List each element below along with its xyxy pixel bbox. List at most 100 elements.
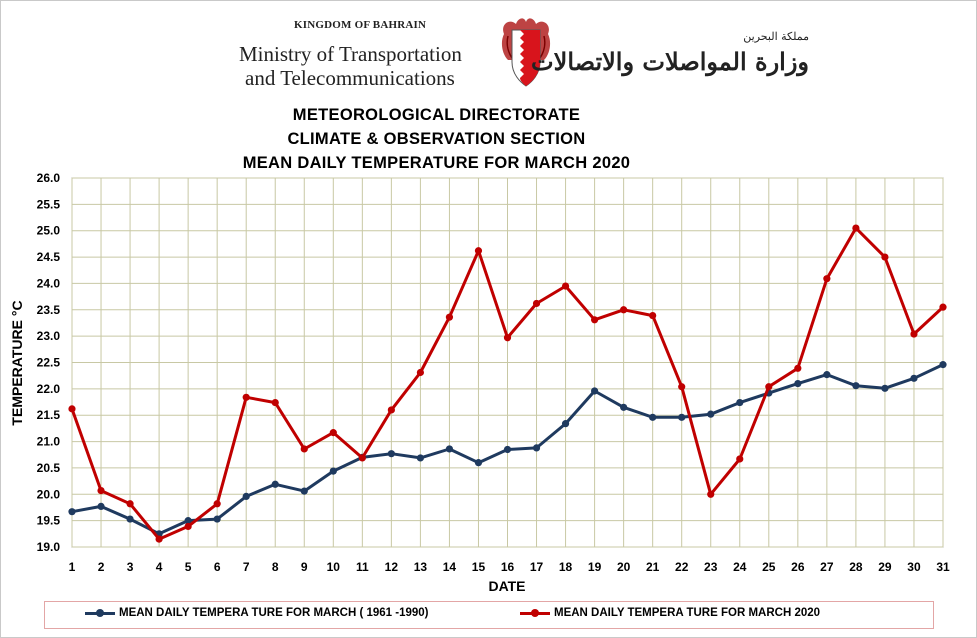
x-tick-label: 30 (907, 560, 921, 574)
data-point (823, 275, 831, 283)
x-tick-label: 6 (214, 560, 221, 574)
chart-title-line1: METEOROLOGICAL DIRECTORATE (292, 106, 581, 124)
data-point (271, 480, 279, 488)
x-tick-label: 22 (675, 560, 689, 574)
data-point (387, 450, 395, 458)
data-point (271, 398, 279, 407)
data-point (126, 500, 134, 508)
data-point (97, 486, 105, 495)
legend-label-2020: MEAN DAILY TEMPERA TURE FOR MARCH 2020 (554, 607, 821, 619)
x-tick-label: 8 (272, 560, 279, 574)
data-point (591, 316, 599, 324)
bahrain-coat-of-arms-icon (501, 18, 551, 87)
grid-lines (71, 177, 944, 548)
data-point (300, 487, 308, 495)
data-point (794, 379, 802, 388)
y-tick-label: 20.0 (37, 487, 61, 501)
data-point (649, 413, 657, 421)
x-tick-label: 29 (878, 560, 892, 574)
data-point (387, 406, 395, 414)
data-point (532, 444, 541, 452)
y-tick-label: 24.5 (37, 250, 61, 264)
y-tick-label: 25.0 (37, 224, 61, 238)
data-point (68, 405, 76, 413)
data-point (794, 364, 802, 372)
data-point (445, 313, 454, 321)
legend-item-2020: MEAN DAILY TEMPERA TURE FOR MARCH 2020 (520, 607, 820, 619)
y-tick-label: 26.0 (37, 171, 61, 185)
x-tick-label: 1 (69, 560, 76, 574)
x-tick-label: 21 (646, 560, 660, 574)
data-point (416, 454, 424, 462)
data-point (68, 508, 76, 516)
y-tick-label: 23.5 (37, 303, 61, 317)
data-point (358, 454, 366, 462)
x-tick-label: 15 (472, 560, 486, 574)
x-tick-label: 5 (185, 560, 192, 574)
legend-label-normal: MEAN DAILY TEMPERA TURE FOR MARCH ( 1961… (119, 607, 429, 619)
data-point (881, 384, 889, 392)
legend-item-normal: MEAN DAILY TEMPERA TURE FOR MARCH ( 1961… (85, 607, 429, 619)
arabic-ministry-name: وزارة المواصلات والاتصالات (531, 47, 809, 76)
data-point (242, 393, 250, 401)
data-point (591, 387, 599, 395)
x-tick-label: 7 (243, 560, 250, 574)
data-point (910, 330, 918, 338)
ministry-name-line1: Ministry of Transportation (239, 42, 462, 66)
data-point (707, 410, 715, 418)
data-point (329, 467, 337, 475)
data-point (678, 413, 686, 421)
x-tick-label: 11 (356, 560, 369, 574)
x-tick-label: 17 (530, 560, 544, 574)
chart-title-line3: MEAN DAILY TEMPERATURE FOR MARCH 2020 (242, 154, 631, 172)
data-point (329, 429, 337, 437)
y-tick-label: 19.5 (37, 514, 61, 528)
data-point (765, 383, 773, 391)
data-point (184, 522, 192, 531)
data-point (155, 535, 163, 543)
data-point (852, 382, 860, 390)
y-tick-label: 23.0 (37, 329, 61, 343)
data-point (416, 368, 424, 377)
x-tick-label: 18 (559, 560, 573, 574)
x-tick-label: 2 (98, 560, 105, 574)
data-point (474, 247, 483, 255)
x-tick-label: 20 (617, 560, 631, 574)
x-tick-label: 9 (301, 560, 308, 574)
data-point (213, 500, 221, 508)
data-point (503, 445, 512, 454)
y-tick-labels: 19.0 19.5 20.0 20.5 21.0 21.5 22.0 22.5 23.0 23.5… (37, 171, 61, 554)
x-tick-label: 4 (156, 560, 163, 574)
x-tick-label: 14 (443, 560, 457, 574)
data-point (649, 311, 657, 320)
arabic-country-name: مملكة البحرين (743, 30, 809, 43)
series-normal-1961-1990 (68, 361, 947, 538)
x-tick-label: 19 (588, 560, 602, 574)
country-name: KINGDOM OF BAHRAIN (294, 19, 427, 31)
x-tick-label: 16 (501, 560, 515, 574)
series-lines (68, 224, 947, 543)
x-tick-label: 31 (936, 560, 950, 574)
data-point (881, 253, 889, 261)
x-tick-label: 10 (327, 560, 341, 574)
legend-swatch-2020 (520, 607, 550, 619)
chart-legend: MEAN DAILY TEMPERA TURE FOR MARCH ( 1961… (44, 601, 934, 629)
y-tick-label: 19.0 (37, 540, 61, 554)
x-tick-label: 27 (820, 560, 834, 574)
data-point (620, 403, 628, 411)
y-tick-label: 21.5 (37, 408, 61, 422)
data-point (910, 374, 918, 382)
data-point (184, 517, 192, 525)
data-point (852, 224, 860, 232)
data-point (213, 515, 221, 523)
data-point (445, 445, 454, 453)
x-tick-label: 28 (849, 560, 863, 574)
x-tick-label: 3 (127, 560, 134, 574)
data-point (823, 371, 831, 379)
data-point (620, 306, 628, 314)
data-point (939, 303, 947, 311)
y-tick-label: 22.0 (37, 382, 61, 396)
x-tick-label: 23 (704, 560, 718, 574)
y-tick-label: 25.5 (37, 197, 61, 211)
